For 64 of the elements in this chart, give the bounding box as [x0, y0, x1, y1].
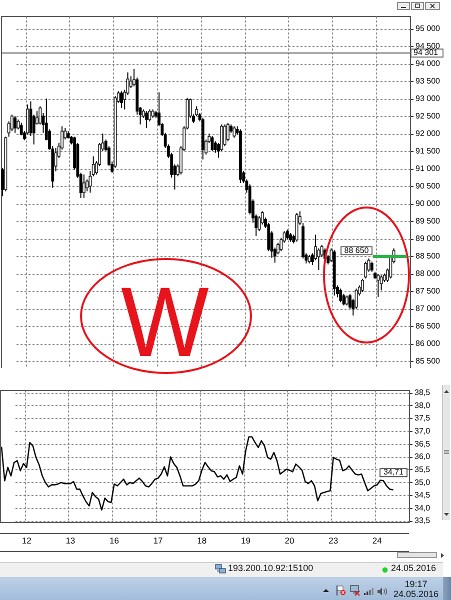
x-tick-label: 12	[22, 536, 32, 546]
y-tick-label: 86 000	[416, 339, 441, 348]
candlestick	[145, 110, 148, 128]
y-tick-label: 34,5	[414, 490, 431, 500]
text: 24.05.2016	[391, 563, 436, 574]
y-tick-label: 35,0	[414, 478, 431, 487]
candlestick	[226, 122, 230, 142]
candlestick	[214, 140, 217, 154]
candlestick	[345, 295, 348, 306]
candlestick	[286, 228, 289, 240]
y-tick-label: 38,0	[414, 400, 431, 410]
candlestick	[120, 90, 123, 109]
y-tick-label: 91 500	[416, 146, 441, 156]
candlestick	[370, 261, 374, 272]
y-tick-label: 86 500	[416, 322, 441, 331]
candlestick	[14, 116, 17, 134]
annotation: W	[121, 266, 214, 377]
y-tick-label: 88 500	[416, 252, 441, 261]
y-tick-label: 38,5	[414, 388, 431, 398]
candlestick	[232, 126, 236, 138]
x-tick-label: 23	[328, 536, 338, 546]
y-tick-label: 94 500	[416, 42, 441, 51]
candlestick	[20, 122, 23, 136]
y-tick-label: 90 500	[416, 182, 441, 191]
y-tick-label: 90 000	[416, 199, 441, 208]
y-tick-label: 93 000	[416, 94, 441, 104]
x-tick-label: 24	[372, 536, 382, 546]
candlestick	[339, 288, 342, 303]
text: 19:17	[404, 579, 428, 590]
x-tick-label: 16	[110, 536, 120, 546]
y-tick-label: 37,0	[414, 426, 431, 436]
candlestick	[376, 273, 380, 298]
annotation: 34,71	[383, 468, 404, 477]
y-tick-label: 36,0	[414, 452, 431, 462]
y-tick-label: 93 500	[416, 76, 441, 86]
y-tick-label: 95 000	[416, 24, 441, 34]
ref-line-label: 94 301	[414, 48, 439, 58]
y-tick-label: 36,5	[414, 439, 431, 448]
y-tick-label: 92 000	[416, 129, 441, 138]
y-tick-label: 91 000	[416, 164, 441, 174]
candlestick	[317, 248, 320, 271]
text: 193.200.10.92:15100	[228, 563, 314, 574]
candlestick	[364, 261, 368, 279]
y-tick-label: 35,5	[414, 464, 431, 474]
candlestick	[361, 278, 364, 293]
text: 24.05.2016	[393, 589, 439, 600]
y-tick-label: 92 500	[416, 112, 441, 121]
y-tick-label: 89 500	[416, 216, 441, 226]
y-tick-label: 34,0	[414, 503, 431, 512]
candlestick	[82, 174, 86, 198]
annotation: 88 650	[344, 246, 370, 255]
x-tick-label: 18	[197, 536, 207, 546]
y-tick-label: 88 000	[416, 269, 441, 278]
y-tick-label: 37,5	[414, 414, 431, 423]
x-tick-label: 20	[284, 536, 295, 546]
x-tick-label: 17	[153, 536, 164, 546]
y-tick-label: 85 500	[416, 356, 441, 366]
y-tick-label: 89 000	[416, 234, 441, 244]
y-tick-label: 87 000	[416, 304, 441, 314]
y-tick-label: 94 000	[416, 59, 441, 68]
y-tick-label: 87 500	[416, 286, 441, 296]
x-tick-label: 13	[66, 536, 76, 546]
x-tick-label: 19	[240, 536, 251, 546]
y-tick-label: 33,5	[414, 516, 431, 526]
